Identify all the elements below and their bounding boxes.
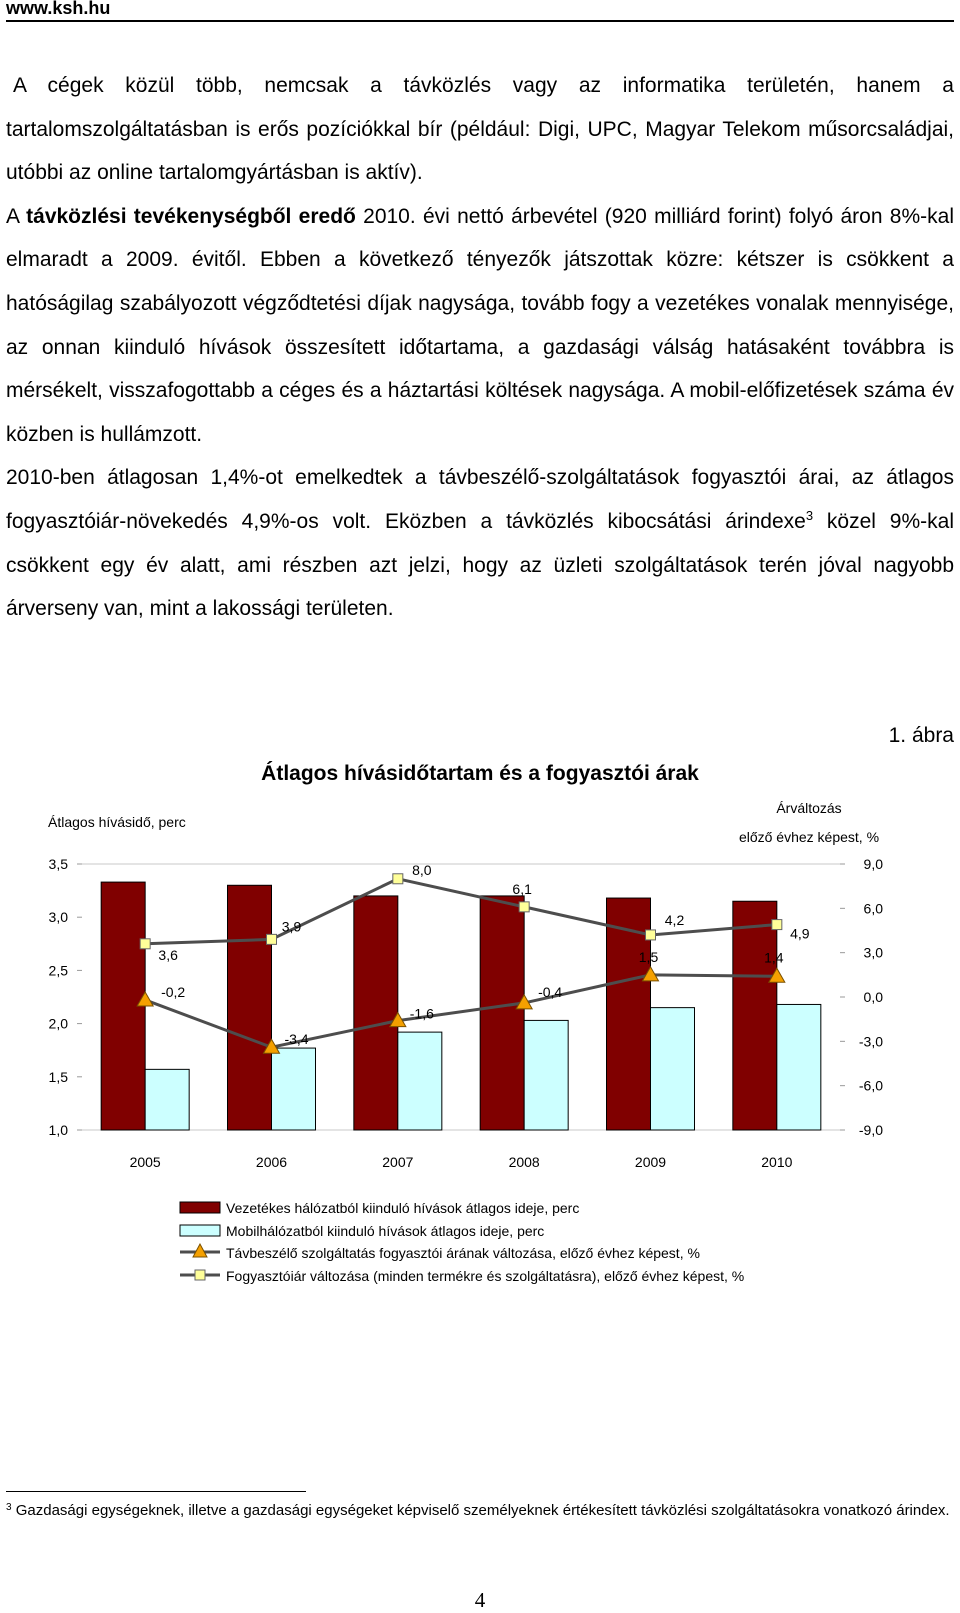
page-header: www.ksh.hu [6, 0, 954, 22]
right-axis-tick-label: 9,0 [864, 856, 884, 872]
paragraph-2-rest: 2010. évi nettó árbevétel (920 milliárd … [6, 204, 954, 446]
x-axis-category-label: 2005 [130, 1154, 161, 1170]
right-axis-tick-label: -6,0 [859, 1078, 883, 1094]
right-axis-tick-label: -3,0 [859, 1033, 883, 1049]
legend-marker-phone-price [192, 1242, 208, 1258]
right-axis-tick-label: 3,0 [864, 945, 884, 961]
x-axis-category-label: 2008 [509, 1154, 540, 1170]
consumer-price-marker [518, 901, 530, 913]
bar-mobile-duration [397, 1031, 443, 1131]
footnote-rule [6, 1491, 306, 1492]
consumer-price-data-label: 4,9 [790, 926, 810, 942]
bar-landline-duration [353, 895, 399, 1131]
legend-entry-label: Vezetékes hálózatból kiinduló hívások át… [226, 1200, 579, 1216]
paragraph-2: A távközlési tevékenységből eredő 2010. … [6, 195, 954, 457]
paragraph-1: A cégek közül több, nemcsak a távközlés … [6, 74, 954, 185]
consumer-price-marker [645, 929, 656, 941]
paragraph-3: 2010-ben átlagosan 1,4%-ot emelkedtek a … [6, 456, 954, 630]
legend-entry-label: Mobilhálózatból kiinduló hívások átlagos… [226, 1223, 544, 1239]
legend-entry-label: Fogyasztóiár változása (minden termékre … [226, 1268, 744, 1284]
consumer-price-marker [139, 938, 151, 950]
consumer-price-data-label: 3,9 [282, 918, 302, 934]
phone-price-data-label: 1,5 [639, 949, 659, 965]
right-axis-tick-label: 0,0 [864, 989, 884, 1005]
consumer-price-data-label: 4,2 [665, 912, 685, 928]
phone-price-marker [388, 1011, 407, 1028]
phone-price-marker [262, 1038, 281, 1054]
bar-mobile-duration [650, 1007, 695, 1131]
left-axis-tick-label: 2,5 [49, 962, 69, 978]
consumer-price-marker [392, 873, 404, 885]
consumer-price-data-label: 3,6 [158, 947, 178, 963]
footnote-text: Gazdasági egységeknek, illetve a gazdasá… [15, 1502, 950, 1519]
phone-price-marker [515, 993, 534, 1010]
footnote-ref: 3 [805, 507, 814, 523]
phone-price-data-label: -3,4 [284, 1031, 308, 1047]
right-axis-title-line-1: Árváltozás [776, 800, 841, 816]
phone-price-data-label: 1,4 [764, 949, 784, 965]
line-consumer-price-change [145, 877, 777, 946]
phone-price-marker [641, 965, 660, 982]
paragraph-3-rest: közel 9%-kal csökkent egy év alatt, ami … [6, 509, 954, 621]
consumer-price-marker [266, 933, 277, 945]
legend-swatch-landline [179, 1201, 221, 1214]
bar-landline-duration [606, 897, 651, 1131]
phone-price-marker [136, 990, 155, 1007]
legend-marker-consumer-price [194, 1269, 206, 1281]
legend-swatch-mobile [179, 1224, 221, 1237]
paragraph-3-lead: 2010-ben átlagosan 1,4%-ot emelkedtek a … [6, 466, 954, 533]
consumer-price-data-label: 8,0 [412, 862, 432, 878]
bar-landline-duration [227, 884, 272, 1131]
phone-price-data-label: -1,6 [410, 1006, 434, 1022]
x-axis-category-label: 2010 [761, 1154, 792, 1170]
x-axis-category-label: 2009 [635, 1154, 666, 1170]
phone-price-marker [767, 967, 786, 983]
body-text: A cégek közül több, nemcsak a távközlés … [6, 64, 954, 631]
left-axis-title: Átlagos hívásidő, perc [48, 814, 186, 830]
bar-mobile-duration [271, 1047, 316, 1131]
consumer-price-data-label: 6,1 [512, 881, 532, 897]
paragraph-2-bold: távközlési tevékenységből eredő [26, 204, 356, 228]
paragraph-2-lead: A [6, 204, 27, 228]
bar-landline-duration [732, 900, 778, 1131]
left-axis-tick-label: 2,0 [49, 1016, 69, 1032]
figure-number: 1. ábra [888, 724, 954, 747]
phone-price-data-label: -0,4 [538, 984, 562, 1000]
combo-chart: Átlagos hívásidő, perc Árváltozás előző év… [48, 800, 884, 1284]
page-number: 4 [474, 1588, 486, 1612]
consumer-price-marker [771, 919, 783, 931]
left-axis-tick-label: 1,0 [49, 1122, 69, 1138]
phone-price-data-label: -0,2 [161, 984, 185, 1000]
right-axis-tick-label: 6,0 [864, 900, 884, 916]
bar-mobile-duration [523, 1019, 569, 1131]
left-axis-tick-label: 3,5 [49, 856, 69, 872]
bar-mobile-duration [144, 1068, 190, 1131]
right-axis-tick-label: -9,0 [859, 1122, 883, 1138]
left-axis-tick-label: 3,0 [49, 909, 69, 925]
footnote-mark: 3 [6, 1502, 12, 1513]
left-axis-tick-label: 1,5 [49, 1069, 69, 1085]
footnote: 3 Gazdasági egységeknek, illetve a gazda… [6, 1501, 954, 1521]
site-url[interactable]: www.ksh.hu [6, 0, 111, 18]
x-axis-category-label: 2006 [256, 1154, 287, 1170]
chart-title: Átlagos hívásidőtartam és a fogyasztói á… [261, 762, 699, 785]
bar-landline-duration [479, 895, 525, 1131]
x-axis-category-label: 2007 [382, 1154, 413, 1170]
legend-entry-label: Távbeszélő szolgáltatás fogyasztói árána… [226, 1245, 700, 1261]
right-axis-title-line-2: előző évhez képest, % [739, 829, 879, 845]
line-phone-price-change [144, 973, 777, 1049]
bar-mobile-duration [776, 1003, 822, 1131]
